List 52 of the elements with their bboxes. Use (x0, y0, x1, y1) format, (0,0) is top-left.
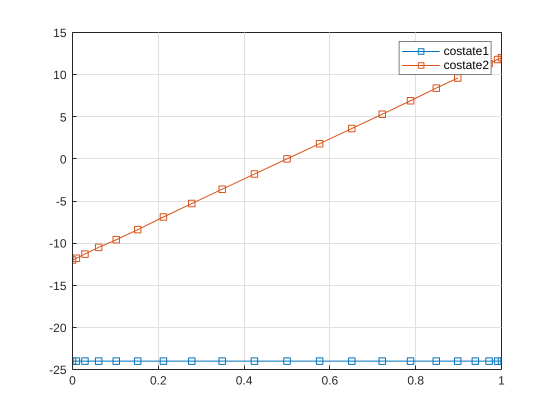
point (316, 357, 324, 365)
point (112, 357, 120, 365)
point (160, 213, 168, 221)
y-tick-label: -25 (49, 363, 67, 377)
point (160, 357, 168, 365)
legend-label: costate1 (444, 44, 489, 58)
point (283, 357, 291, 365)
point (188, 200, 196, 208)
point (218, 185, 226, 193)
x-tick-label: 0.2 (150, 374, 167, 388)
y-tick-label: 15 (53, 26, 67, 40)
point (432, 84, 440, 92)
point (485, 357, 493, 365)
legend-label: costate2 (444, 58, 489, 72)
point (316, 140, 324, 148)
point (188, 357, 196, 365)
x-tick-label: 1 (498, 374, 506, 388)
point (348, 357, 356, 365)
point (432, 357, 440, 365)
point (81, 357, 89, 365)
point (250, 170, 258, 178)
point (378, 357, 386, 365)
point (72, 254, 80, 262)
point (494, 56, 502, 64)
x-tick-label: 0.8 (407, 374, 424, 388)
point (472, 357, 480, 365)
x-tick-label: 0 (69, 374, 76, 388)
y-tick-label: -10 (49, 236, 67, 251)
point (81, 250, 89, 258)
y-tick-label: -5 (56, 194, 67, 208)
point (112, 236, 120, 244)
point (94, 357, 102, 365)
point (454, 357, 462, 365)
point (134, 226, 142, 234)
x-tick-label: 0.4 (236, 374, 253, 388)
y-tick-label: 10 (53, 68, 67, 82)
point (283, 155, 291, 163)
point (406, 96, 414, 104)
y-tick-label: -20 (49, 320, 67, 335)
point (348, 124, 356, 132)
y-tick-label: 5 (60, 110, 67, 124)
x-tick-label: 0.6 (322, 374, 339, 388)
point (378, 110, 386, 118)
point (94, 244, 102, 252)
point (134, 357, 142, 365)
point (494, 357, 502, 365)
point (406, 357, 414, 365)
point (72, 357, 80, 365)
point (218, 357, 226, 365)
y-tick-label: 0 (60, 152, 67, 166)
point (250, 357, 258, 365)
y-tick-label: -15 (49, 278, 67, 293)
